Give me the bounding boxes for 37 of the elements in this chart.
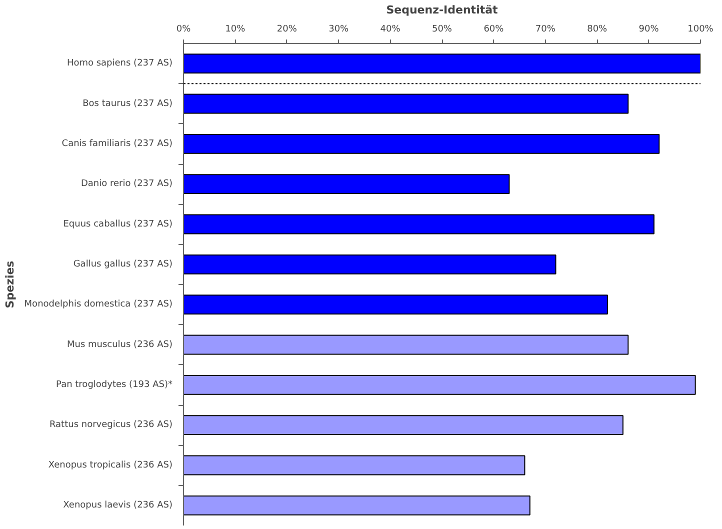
y-tick-label: Xenopus laevis (236 AS) (63, 500, 173, 510)
x-axis-title: Sequenz-Identität (386, 4, 498, 16)
x-tick-label: 40% (380, 24, 401, 34)
y-tick-label: Homo sapiens (237 AS) (66, 58, 173, 69)
bar (184, 54, 700, 74)
y-tick-label: Xenopus tropicalis (236 AS) (48, 460, 172, 470)
y-tick-label: Danio rerio (237 AS) (80, 179, 173, 190)
bar (184, 334, 629, 355)
y-tick-label: Pan troglodytes (193 AS)* (56, 380, 173, 390)
x-tick-label: 0% (176, 24, 192, 34)
y-tick-label: Mus musculus (236 AS) (66, 340, 173, 350)
x-tick-label: 10% (225, 24, 246, 34)
x-tick-label: 20% (276, 24, 298, 34)
y-tick-label: Canis familiaris (237 AS) (62, 138, 172, 149)
x-tick-label: 80% (587, 24, 608, 34)
x-tick-label: 100% (688, 24, 714, 34)
x-tick-label: 60% (484, 24, 504, 34)
bar (184, 294, 608, 315)
bar (184, 134, 660, 154)
x-tick-label: 30% (328, 24, 350, 34)
x-tick-label: 70% (535, 24, 556, 34)
bar (184, 214, 654, 234)
y-tick-label: Bos taurus (237 AS) (82, 98, 173, 109)
bar (184, 94, 629, 114)
x-tick-label: 50% (432, 24, 452, 34)
bar (184, 455, 526, 476)
bar (184, 254, 556, 274)
y-tick-label: Gallus gallus (237 AS) (73, 259, 173, 270)
y-tick-label: Monodelphis domestica (237 AS) (24, 300, 173, 310)
y-tick-label: Rattus norvegicus (236 AS) (49, 420, 173, 430)
bar (184, 174, 510, 194)
bar (184, 495, 530, 516)
bar (184, 415, 624, 436)
y-axis-title: Spezies (3, 260, 16, 308)
y-tick-label: Equus caballus (237 AS) (63, 219, 173, 230)
bar (184, 374, 696, 395)
x-tick-label: 90% (638, 24, 660, 34)
